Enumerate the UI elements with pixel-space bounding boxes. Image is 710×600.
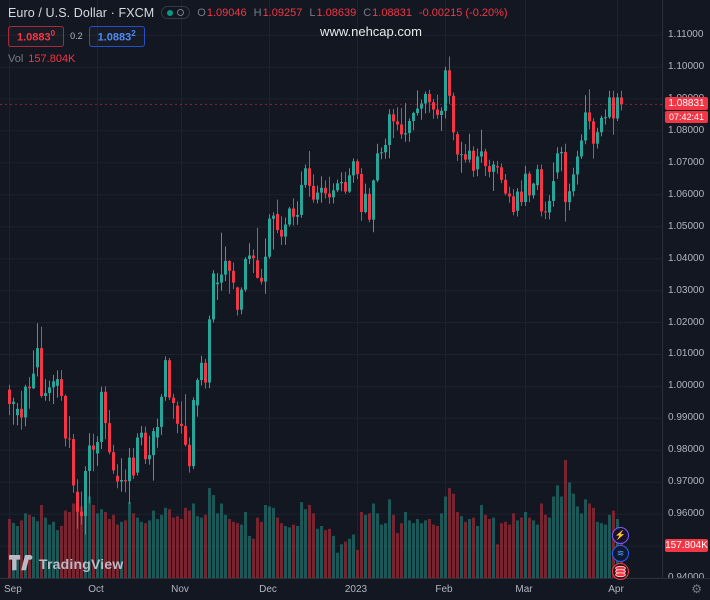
bar-countdown-tag: 07:42:41 [665,111,708,123]
site-watermark: www.nehcap.com [320,24,422,39]
time-axis[interactable]: Sep Oct Nov Dec 2023 Feb Mar Apr [0,578,710,600]
volume-label: Vol [8,52,24,65]
axis-settings-gear-icon[interactable]: ⚙ [691,582,702,596]
sell-price-button[interactable]: 1.08830 [8,26,65,47]
price-tick: 1.05000 [668,221,705,232]
price-tick: 1.08000 [668,125,705,136]
price-tick: 1.10000 [668,61,705,72]
price-tick: 1.07000 [668,157,705,168]
floating-buttons: ⚡ ≋ [612,527,629,580]
price-tick: 0.98000 [668,444,705,455]
price-tick: 0.96000 [668,508,705,519]
candlestick-chart[interactable] [0,0,662,578]
low-value: 1.08639 [316,6,357,19]
last-price-tag: 1.08831 [665,97,708,110]
time-tick: Dec [259,584,277,595]
price-grid [0,0,662,578]
volume-indicator-row[interactable]: Vol 157.804K [8,53,508,65]
price-tick: 1.06000 [668,189,705,200]
coin-stack-icon [615,565,626,578]
price-tick: 1.02000 [668,317,705,328]
wave-icon: ≋ [616,548,625,558]
tradingview-logo[interactable]: TradingView [9,555,123,572]
wave-button[interactable]: ≋ [612,545,629,562]
price-tick: 0.94000 [668,572,704,583]
change-value: -0.00215 (-0.20%) [418,6,508,19]
time-tick: Nov [171,584,189,595]
lightning-button[interactable]: ⚡ [612,527,629,544]
price-tick: 0.99000 [668,412,705,423]
chart-legend: Euro / U.S. Dollar · FXCM O1.09046 H1.09… [8,4,508,65]
ohlc-values: O1.09046 H1.09257 L1.08639 C1.08831 -0.0… [197,7,507,19]
time-tick: Apr [608,584,624,595]
price-axis[interactable]: 1.110001.100001.090001.080001.070001.060… [662,0,710,583]
buy-price-button[interactable]: 1.08832 [88,26,145,47]
volume-series [8,460,623,578]
symbol-title[interactable]: Euro / U.S. Dollar · FXCM [8,5,155,20]
time-tick: Oct [88,584,104,595]
high-label: H [253,6,262,19]
data-status-dot-icon [177,9,185,16]
price-tick: 1.11000 [668,29,704,40]
volume-value: 157.804K [28,52,76,65]
price-tick: 1.04000 [668,253,705,264]
tradingview-logo-text: TradingView [39,555,124,572]
spread-value: 0.2 [70,31,83,42]
price-tick: 1.01000 [668,348,705,359]
price-tick: 0.97000 [668,476,705,487]
tradingview-mark-icon [9,555,33,571]
time-tick: Sep [4,584,22,595]
market-status-pill[interactable] [161,6,191,19]
open-value: 1.09046 [206,6,247,19]
close-label: C [363,6,372,19]
time-tick: Feb [435,584,453,595]
lightning-icon: ⚡ [614,530,627,540]
high-value: 1.09257 [262,6,303,19]
price-tick: 1.03000 [668,285,705,296]
open-label: O [197,6,206,19]
time-tick: Mar [515,584,533,595]
close-value: 1.08831 [372,6,412,19]
time-tick: 2023 [344,584,368,595]
low-label: L [309,6,316,19]
market-open-dot-icon [167,9,174,16]
candlestick-series [8,56,623,535]
coins-button[interactable] [612,563,629,580]
price-tick: 1.00000 [668,380,705,391]
volume-axis-tag: 157.804K [665,539,708,552]
